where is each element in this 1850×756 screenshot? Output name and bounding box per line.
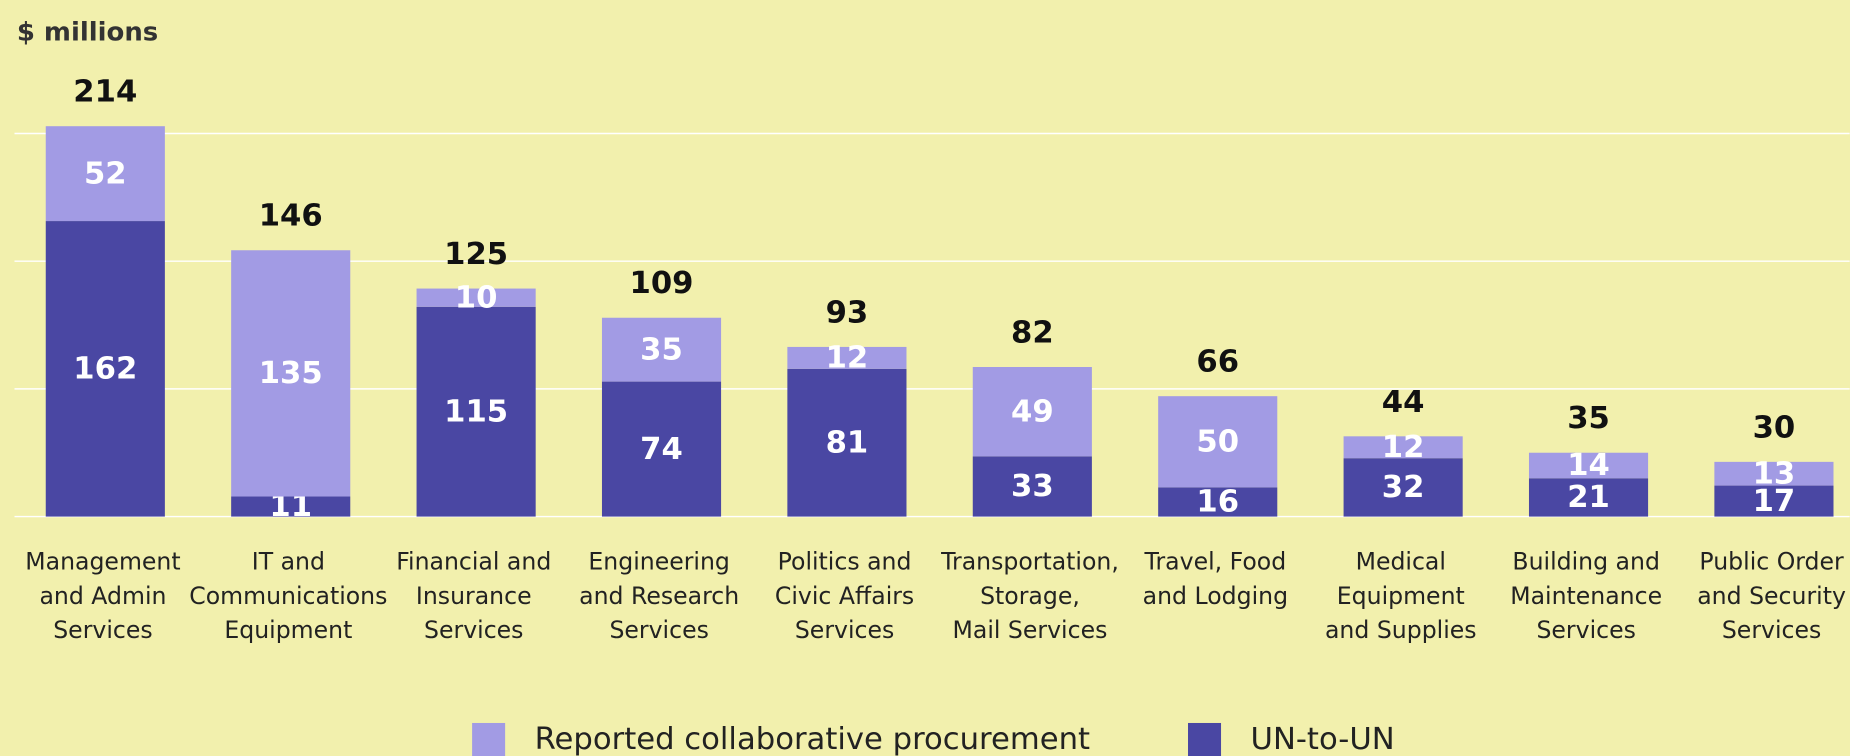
bar-segment — [601, 317, 722, 382]
x-tick-label-line: Mail Services — [953, 615, 1108, 643]
x-tick-label-line: Medical — [1356, 547, 1446, 575]
bar-segment — [601, 381, 722, 517]
x-tick-label: Engineering and Research Services — [579, 547, 739, 643]
x-tick-label-line: Building and — [1512, 547, 1660, 575]
total-label: 109 — [630, 266, 694, 301]
x-tick-label-line: Equipment — [1337, 581, 1465, 609]
x-tick-label-line: and Security — [1697, 581, 1846, 609]
bar-segment — [972, 366, 1092, 457]
value-label: 12 — [826, 341, 869, 376]
value-label: 74 — [640, 432, 683, 467]
x-tick-label-line: IT and — [252, 547, 325, 575]
x-tick-label-line: Services — [609, 615, 708, 643]
total-label: 125 — [444, 237, 508, 272]
bar-segment — [1343, 436, 1463, 459]
x-tick-label-line: and Admin — [39, 581, 166, 609]
bar-segment — [1714, 485, 1834, 517]
total-label: 146 — [259, 199, 323, 234]
x-tick-label-line: Engineering — [588, 547, 729, 575]
x-tick-label: Medical Equipment and Supplies — [1325, 547, 1477, 643]
bar-segment — [1158, 396, 1278, 488]
total-label: 30 — [1753, 410, 1796, 445]
bar-segment — [416, 288, 536, 307]
bar-segment — [231, 250, 351, 497]
bar-segment — [1714, 461, 1834, 486]
x-tick-label: Public Order and Security Services — [1697, 547, 1846, 643]
value-label: 12 — [1382, 430, 1425, 465]
value-label: 162 — [73, 351, 137, 386]
y-axis-label: $ millions — [17, 18, 158, 48]
x-tick-label-line: Maintenance — [1510, 581, 1662, 609]
x-tick-label: Building and Maintenance Services — [1510, 547, 1662, 643]
total-label: 35 — [1567, 401, 1610, 436]
value-label: 49 — [1011, 394, 1054, 429]
legend-swatch — [1188, 722, 1222, 756]
x-tick-label-line: and Supplies — [1325, 615, 1477, 643]
value-label: 135 — [259, 356, 323, 391]
x-tick-label: Politics and Civic Affairs Services — [775, 547, 914, 643]
x-tick-label-line: Storage, — [980, 581, 1080, 609]
value-label: 13 — [1753, 456, 1796, 491]
x-tick-label-line: Equipment — [224, 615, 352, 643]
x-tick-label: Financial and Insurance Services — [396, 547, 551, 643]
value-label: 17 — [1753, 484, 1796, 519]
bar-segment — [45, 126, 165, 222]
x-tick-label: Transportation, Storage, Mail Services — [940, 547, 1119, 643]
x-tick-label-line: Services — [1722, 615, 1821, 643]
value-label: 33 — [1011, 469, 1054, 504]
value-label: 52 — [84, 156, 127, 191]
total-label: 44 — [1382, 385, 1425, 420]
total-label: 214 — [73, 75, 137, 110]
total-label: 82 — [1011, 315, 1054, 350]
bar-segment — [416, 306, 536, 517]
total-label: 66 — [1196, 345, 1239, 380]
bar-segment — [787, 368, 907, 517]
value-label: 115 — [444, 394, 508, 429]
value-label: 81 — [826, 425, 869, 460]
x-tick-label-line: Insurance — [416, 581, 532, 609]
x-tick-label-line: and Lodging — [1143, 581, 1288, 609]
x-tick-label: IT and Communications Equipment — [189, 547, 387, 643]
x-tick-label-line: Services — [1536, 615, 1635, 643]
value-label: 16 — [1196, 485, 1239, 520]
bar-segment — [1528, 452, 1649, 479]
bar-segment — [787, 346, 907, 369]
total-label: 93 — [826, 295, 869, 330]
legend-swatch — [472, 722, 506, 756]
x-tick-label-line: Travel, Food — [1144, 547, 1287, 575]
bar-segment — [1158, 487, 1278, 517]
x-tick-label-line: Services — [795, 615, 894, 643]
bar-segment — [231, 496, 351, 517]
x-tick-label-line: and Research — [579, 581, 739, 609]
x-tick-label-line: Transportation, — [940, 547, 1119, 575]
x-tick-label-line: Civic Affairs — [775, 581, 914, 609]
legend-label: Reported collaborative procurement — [535, 722, 1090, 756]
value-label: 10 — [455, 280, 498, 315]
bar-segment — [45, 221, 165, 517]
x-tick-label-line: Management — [25, 547, 180, 575]
x-tick-label: Management and Admin Services — [25, 547, 180, 643]
x-tick-label: Travel, Food and Lodging — [1143, 547, 1288, 609]
value-label: 32 — [1382, 470, 1425, 505]
x-tick-label-line: Communications — [189, 581, 387, 609]
x-tick-label-line: Financial and — [396, 547, 551, 575]
value-label: 35 — [640, 332, 683, 367]
value-label: 14 — [1567, 448, 1610, 483]
bar-segment — [972, 456, 1092, 517]
value-label: 21 — [1567, 480, 1610, 515]
value-label: 50 — [1196, 424, 1239, 459]
x-tick-label-line: Services — [424, 615, 523, 643]
x-tick-label-line: Public Order — [1699, 547, 1844, 575]
x-tick-label-line: Services — [53, 615, 152, 643]
legend-label: UN-to-UN — [1251, 722, 1395, 756]
bar-segment — [1343, 458, 1463, 517]
bar-segment — [1528, 478, 1649, 517]
x-tick-label-line: Politics and — [778, 547, 912, 575]
